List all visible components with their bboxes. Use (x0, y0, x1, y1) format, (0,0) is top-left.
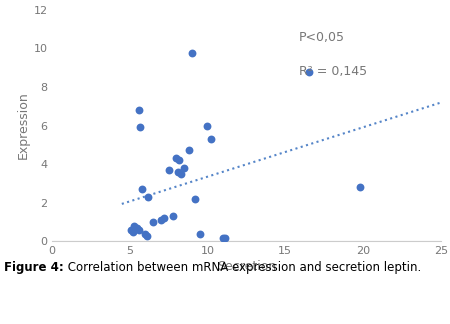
Point (176, 158, 183, 163)
Point (173, 156, 180, 161)
Point (185, 147, 192, 152)
Point (174, 169, 181, 174)
Point (139, 187, 146, 192)
Point (143, 233, 150, 238)
Text: Figure 4:: Figure 4: (4, 261, 64, 274)
Point (129, 229, 136, 234)
Point (188, 51, 195, 56)
Point (196, 231, 203, 236)
Text: R² = 0,145: R² = 0,145 (299, 65, 367, 78)
Point (170, 214, 177, 219)
Point (142, 231, 149, 236)
Point (180, 166, 188, 171)
Point (134, 225, 141, 230)
Point (221, 236, 228, 241)
Point (207, 136, 214, 142)
Point (145, 194, 152, 200)
Point (130, 223, 138, 228)
Point (127, 227, 135, 232)
Text: P<0,05: P<0,05 (299, 30, 345, 43)
Point (160, 216, 167, 221)
Point (157, 217, 164, 223)
Point (149, 219, 157, 225)
Y-axis label: Expression: Expression (16, 92, 29, 159)
Point (135, 227, 143, 232)
Point (137, 125, 144, 130)
Point (165, 168, 172, 173)
Point (356, 185, 364, 190)
X-axis label: Secretion: Secretion (217, 260, 276, 273)
Point (204, 123, 211, 128)
Point (191, 196, 198, 202)
Point (220, 235, 227, 240)
Text: Correlation between mRNA expression and secretion leptin.: Correlation between mRNA expression and … (64, 261, 422, 274)
Point (177, 171, 184, 176)
Point (135, 108, 143, 113)
Point (305, 70, 312, 75)
